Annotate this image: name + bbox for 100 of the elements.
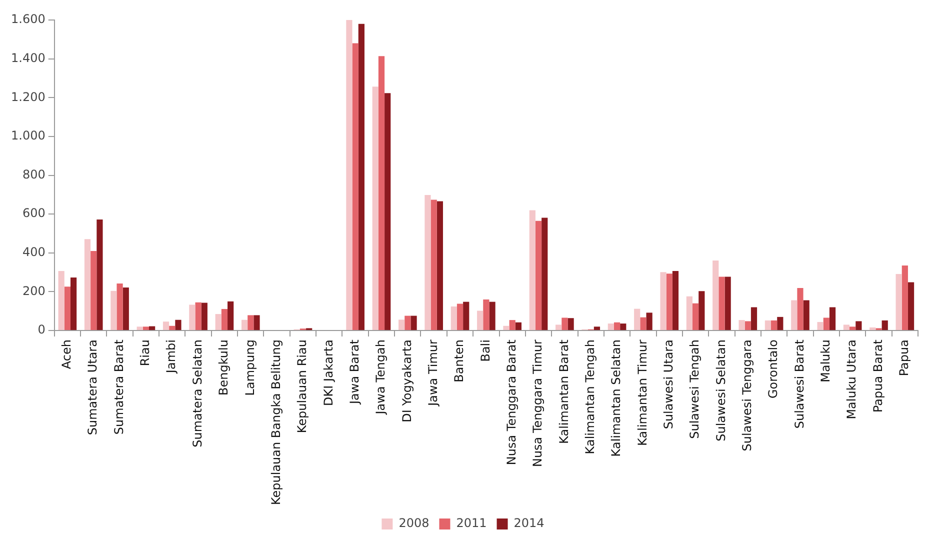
legend-label: 2008 — [398, 516, 430, 530]
bar — [764, 320, 772, 330]
bar — [712, 260, 719, 330]
bar — [640, 317, 646, 330]
x-tick-label: Nusa Tenggara Timur — [530, 339, 545, 468]
bar — [201, 302, 208, 330]
x-tick-label: Jawa Barat — [347, 339, 362, 405]
bar — [424, 195, 431, 330]
x-tick-label: Jawa Tengah — [374, 340, 388, 416]
bar — [529, 210, 536, 330]
x-tick-label: Kalimantan Selatan — [609, 340, 624, 457]
bar — [372, 86, 378, 330]
bar — [430, 200, 437, 330]
bar — [594, 326, 600, 330]
bar — [110, 290, 117, 330]
bar — [189, 304, 196, 330]
bar — [882, 320, 888, 330]
x-tick-label: Papua Barat — [870, 339, 885, 413]
bar — [489, 302, 496, 330]
x-tick-label: Kepulauan Bangka Belitung — [268, 340, 283, 506]
bar — [718, 276, 725, 330]
bar — [608, 324, 614, 330]
bar — [771, 320, 778, 330]
bar — [568, 318, 574, 330]
bar — [228, 301, 234, 330]
x-tick-label: Kalimantan Barat — [556, 339, 571, 444]
bar — [750, 307, 758, 330]
bar — [666, 274, 672, 330]
bar — [136, 326, 143, 330]
bar — [122, 287, 129, 330]
bar — [896, 274, 902, 330]
x-tick-label: DI Yogyakarta — [400, 340, 414, 422]
x-tick-label: Kalimantan Tengah — [582, 340, 597, 454]
bar — [620, 324, 626, 330]
bar — [829, 307, 836, 330]
bar — [456, 304, 464, 330]
bar — [856, 321, 862, 330]
bar — [797, 288, 804, 330]
bar — [352, 43, 358, 330]
x-tick-label: Sulawesi Barat — [792, 339, 806, 429]
bar — [698, 291, 705, 330]
x-tick-label: Papua — [897, 340, 912, 376]
bar — [660, 272, 666, 330]
bar — [116, 284, 123, 330]
bar — [803, 300, 810, 330]
x-tick-label: Riau — [138, 340, 152, 366]
legend-label: 2011 — [456, 516, 487, 530]
bar — [562, 318, 568, 330]
x-tick-label: Aceh — [60, 340, 74, 370]
bar — [384, 93, 391, 330]
x-tick-label: Sulawesi Tengah — [688, 340, 702, 439]
bar — [634, 308, 640, 330]
y-tick-label: 200 — [22, 284, 46, 298]
x-tick-label: Kalimantan Timur — [635, 339, 650, 446]
x-tick-label: Bali — [478, 340, 492, 362]
bar — [672, 270, 679, 330]
bar — [398, 320, 405, 330]
bar — [149, 326, 156, 330]
bar — [908, 282, 914, 330]
bar — [817, 322, 824, 330]
bar — [346, 20, 352, 330]
x-tick-label: Sulawesi Selatan — [714, 340, 728, 442]
bar — [436, 201, 443, 330]
bar — [614, 322, 620, 330]
x-tick-label: Gorontalo — [766, 340, 780, 399]
bar — [70, 278, 77, 330]
bar — [64, 286, 70, 330]
bar — [221, 308, 228, 330]
bar — [463, 302, 470, 330]
bar — [556, 324, 562, 330]
x-tick-label: Jawa Timur — [426, 339, 440, 407]
bar — [724, 276, 731, 330]
bar — [535, 220, 542, 330]
bar — [162, 322, 170, 330]
bar — [503, 326, 510, 330]
x-tick-label: Jambi — [164, 340, 178, 374]
bar — [483, 299, 490, 330]
bar — [410, 316, 417, 330]
y-tick-label: 600 — [22, 206, 46, 220]
x-tick-label: Sulawesi Tenggara — [740, 340, 754, 452]
bar — [175, 320, 182, 330]
x-tick-label: Sumatera Selatan — [190, 340, 204, 448]
y-tick-label: 1.400 — [10, 50, 46, 65]
y-tick-label: 800 — [22, 167, 46, 182]
bar — [58, 270, 64, 330]
y-tick-label: 1.200 — [10, 90, 46, 104]
x-tick-label: Sulawesi Utara — [662, 340, 676, 430]
bar — [358, 24, 364, 330]
bar — [777, 316, 784, 330]
y-tick-label: 400 — [22, 245, 46, 260]
bar — [870, 327, 876, 330]
bar — [90, 250, 97, 330]
x-tick-label: DKI Jakarta — [321, 340, 336, 406]
bar — [646, 312, 652, 330]
y-tick-label: 1.600 — [10, 12, 46, 26]
x-tick-label: Sumatera Barat — [112, 339, 126, 435]
bar — [738, 320, 745, 330]
bar — [241, 320, 248, 330]
y-tick-label: 0 — [38, 322, 46, 337]
bar — [84, 239, 91, 330]
